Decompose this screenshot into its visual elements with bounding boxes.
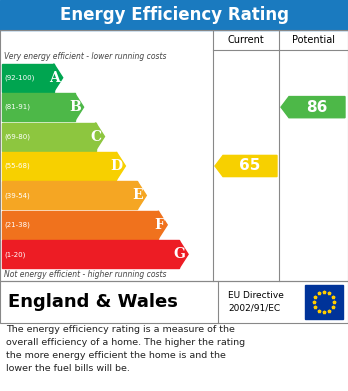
Bar bbox=[2, 181, 137, 210]
Bar bbox=[2, 93, 74, 121]
Text: England & Wales: England & Wales bbox=[8, 293, 178, 311]
Text: (21-38): (21-38) bbox=[4, 222, 30, 228]
Text: Very energy efficient - lower running costs: Very energy efficient - lower running co… bbox=[4, 52, 166, 61]
Polygon shape bbox=[74, 93, 84, 121]
Text: (1-20): (1-20) bbox=[4, 251, 25, 258]
Text: G: G bbox=[173, 247, 185, 261]
Bar bbox=[2, 64, 54, 91]
Bar bbox=[2, 123, 95, 151]
Bar bbox=[305, 285, 343, 319]
Bar bbox=[0, 0, 348, 30]
Text: C: C bbox=[90, 129, 102, 143]
Text: (39-54): (39-54) bbox=[4, 192, 30, 199]
Bar bbox=[0, 281, 348, 323]
Text: F: F bbox=[154, 218, 164, 232]
Bar bbox=[0, 30, 348, 281]
Polygon shape bbox=[137, 181, 146, 210]
Polygon shape bbox=[179, 240, 188, 268]
Text: (81-91): (81-91) bbox=[4, 104, 30, 110]
Text: Current: Current bbox=[228, 35, 264, 45]
Text: 65: 65 bbox=[239, 158, 261, 174]
Bar bbox=[2, 240, 179, 268]
Polygon shape bbox=[158, 211, 167, 239]
Text: (69-80): (69-80) bbox=[4, 133, 30, 140]
Text: EU Directive
2002/91/EC: EU Directive 2002/91/EC bbox=[228, 291, 284, 313]
Text: Not energy efficient - higher running costs: Not energy efficient - higher running co… bbox=[4, 270, 166, 279]
Text: The energy efficiency rating is a measure of the
overall efficiency of a home. T: The energy efficiency rating is a measur… bbox=[6, 325, 245, 373]
Text: (92-100): (92-100) bbox=[4, 74, 34, 81]
Text: Energy Efficiency Rating: Energy Efficiency Rating bbox=[60, 6, 288, 24]
Text: A: A bbox=[49, 71, 60, 85]
Text: B: B bbox=[69, 100, 81, 114]
Text: E: E bbox=[133, 188, 143, 203]
Polygon shape bbox=[281, 97, 345, 118]
Polygon shape bbox=[116, 152, 125, 180]
Bar bbox=[2, 211, 158, 239]
Text: D: D bbox=[110, 159, 122, 173]
Bar bbox=[0, 323, 348, 391]
Text: Potential: Potential bbox=[292, 35, 335, 45]
Text: (55-68): (55-68) bbox=[4, 163, 30, 169]
Polygon shape bbox=[95, 123, 104, 151]
Text: 86: 86 bbox=[306, 100, 328, 115]
Bar bbox=[2, 152, 116, 180]
Polygon shape bbox=[215, 155, 277, 177]
Polygon shape bbox=[54, 64, 63, 91]
